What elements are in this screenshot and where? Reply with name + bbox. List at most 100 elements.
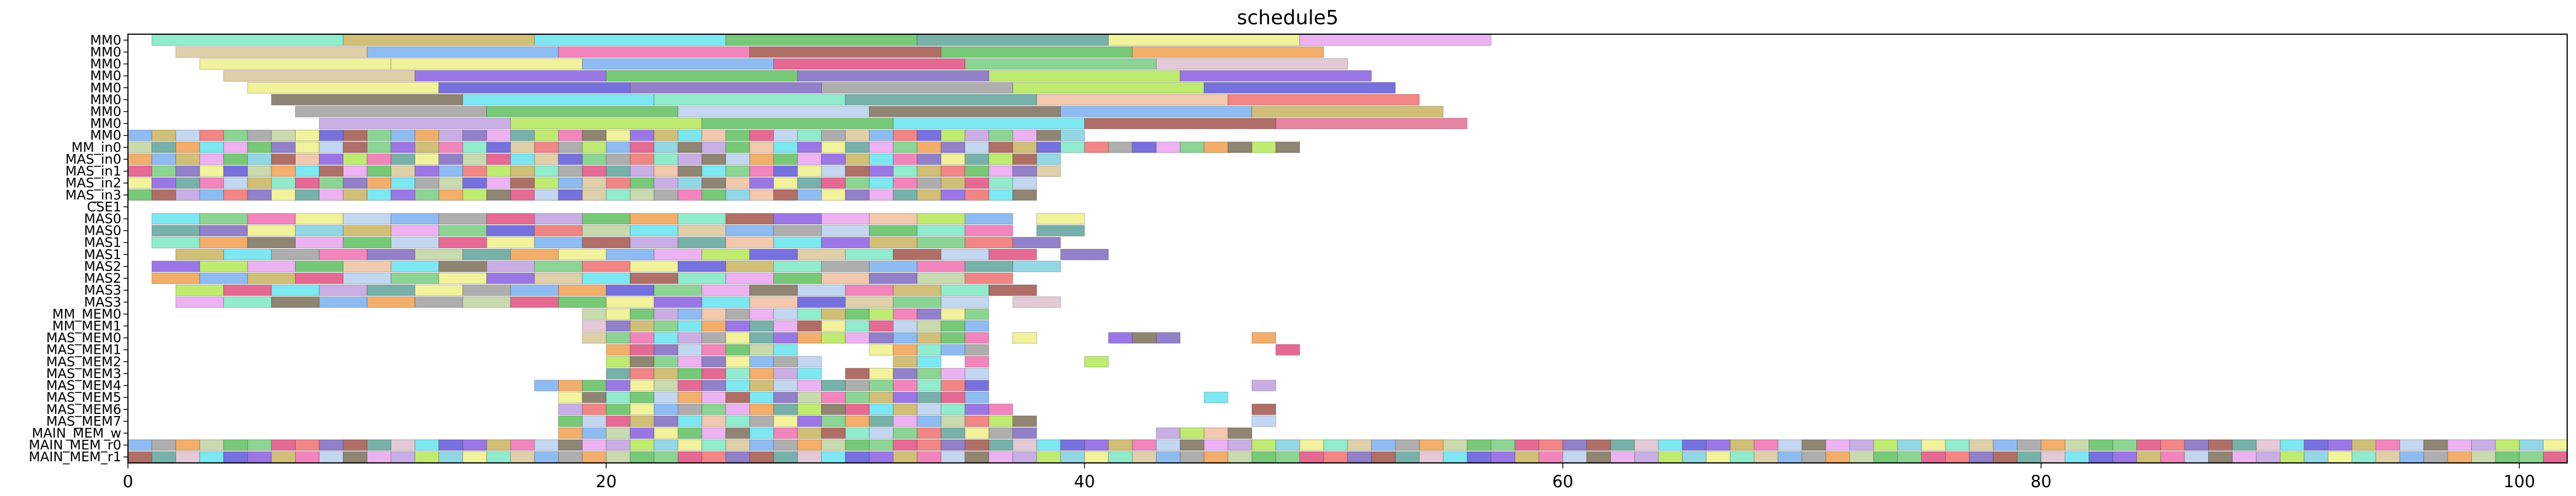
task-bar [510,142,535,153]
task-bar [534,142,559,153]
task-bar [1610,451,1635,463]
task-bar [677,403,703,416]
task-bar [582,416,607,427]
task-bar [510,177,535,189]
task-bar [271,165,296,177]
task-bar [630,391,655,403]
task-bar [749,356,774,368]
task-bar [988,403,1013,416]
task-bar [175,153,200,165]
task-bar [223,70,415,82]
task-bar [917,451,941,463]
task-bar [486,261,535,272]
row-label: MAIN_MEM_r0 [29,438,121,453]
task-bar [1228,439,1252,451]
task-bar [701,189,726,201]
task-bar [342,225,392,236]
task-bar [917,165,941,177]
task-bar [965,58,1157,70]
task-bar [319,153,344,165]
task-bar [965,439,989,451]
task-bar [534,130,559,141]
task-bar [1251,332,1276,344]
task-bar [247,225,296,236]
task-bar [2256,439,2281,451]
task-bar [319,439,344,451]
task-bar [1060,106,1252,117]
task-bar [677,213,726,225]
task-bar [965,272,1013,284]
row-label: MAS_MEM0 [46,330,121,346]
task-bar [701,117,894,130]
task-bar [438,225,487,236]
task-bar [869,225,918,236]
task-bar [223,177,248,189]
task-bar [510,451,535,463]
task-bar [247,177,272,189]
task-bar [1012,177,1037,189]
task-bar [869,332,894,344]
task-bar [1849,439,1874,451]
task-bar [630,308,655,320]
task-bar [2352,451,2376,463]
task-bar [1897,439,1922,451]
task-bar [390,439,415,451]
task-bar [965,332,989,344]
task-bar [797,189,822,201]
task-bar [677,332,703,344]
task-bar [1395,451,1420,463]
task-bar [1514,439,1539,451]
task-bar [677,189,703,201]
task-bar [342,165,368,177]
task-bar [797,451,822,463]
task-bar [151,130,176,141]
task-bar [701,308,726,320]
task-bar [749,427,774,439]
task-bar [1203,142,1229,153]
task-bar [654,189,678,201]
row-label: MM0 [90,68,121,84]
task-bar [654,368,678,380]
task-bar [390,58,583,70]
task-bar [940,308,966,320]
task-bar [845,177,870,189]
task-bar [271,249,320,261]
task-bar [1036,94,1229,106]
task-bar [988,427,1013,439]
task-bar [390,165,415,177]
task-bar [749,391,774,403]
task-bar [940,177,966,189]
task-bar [2519,451,2544,463]
task-bar [534,189,559,201]
task-bar [940,320,966,332]
task-bar [1969,439,1994,451]
task-bar [965,368,989,380]
task-bar [1156,332,1181,344]
task-bar [797,368,822,380]
task-bar [390,153,415,165]
task-bar [510,189,535,201]
task-bar [940,391,966,403]
task-bar [821,320,846,332]
task-bar [725,332,750,344]
task-bar [1777,451,1802,463]
task-bar [1084,439,1109,451]
row-label: MAS_MEM1 [46,342,121,358]
task-bar [247,439,272,451]
task-bar [749,153,774,165]
task-bar [390,225,440,236]
task-bar [1251,106,1444,117]
task-bar [342,142,368,153]
task-bar [797,439,822,451]
task-bar [845,94,1037,106]
task-bar [1275,142,1300,153]
task-bar [2304,451,2328,463]
task-bar [582,391,607,403]
task-bar [797,380,822,391]
row-label: MAS0 [84,223,121,239]
task-bar [749,308,774,320]
task-bar [295,272,344,284]
task-bar [630,261,678,272]
row-label: MM_in0 [71,139,121,155]
task-bar [606,403,631,416]
